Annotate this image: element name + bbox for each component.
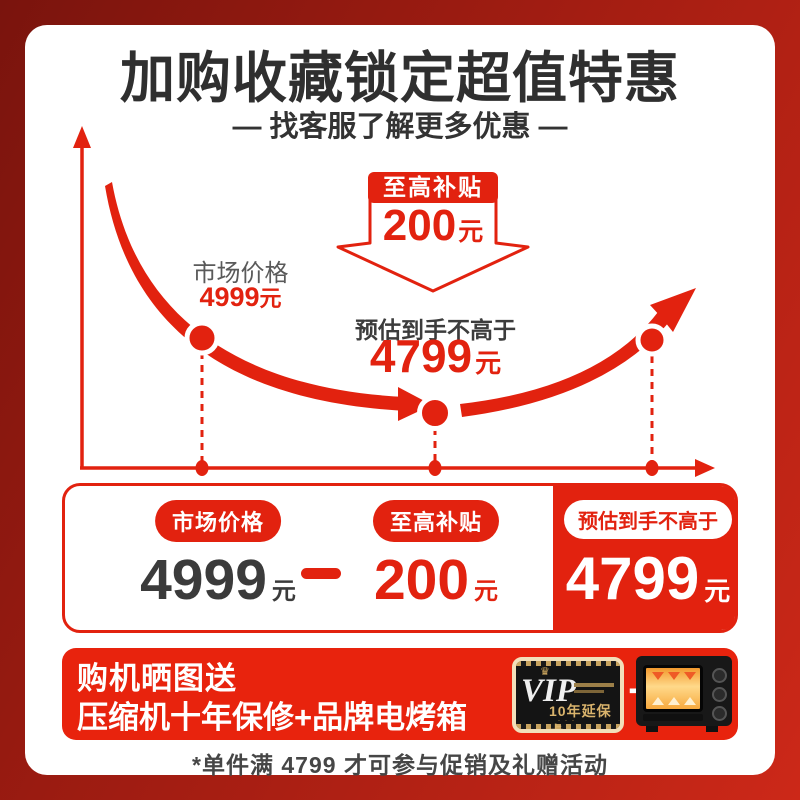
minus-operator (301, 568, 341, 579)
subsidy-pill: 至高补贴 (372, 500, 500, 542)
estimate-column: 预估到手不高于 4799 元 (564, 500, 732, 609)
market-value-unit: 元 (271, 578, 296, 605)
promo-title: 加购收藏锁定超值特惠 (119, 47, 680, 109)
estimate-unit: 元 (475, 348, 502, 378)
gift-line1: 购机晒图送 (77, 661, 237, 696)
subsidy-amount-unit: 元 (458, 218, 484, 246)
oven-knob (711, 687, 727, 702)
market-value: 4999 元 (140, 552, 296, 609)
subsidy-column: 至高补贴 200 元 (372, 500, 500, 609)
card-dots: ··· (557, 715, 579, 725)
market-price-unit: 元 (259, 286, 282, 311)
oven-image (636, 656, 732, 732)
price-summary-box: 市场价格 4999 元 至高补贴 200 元 预估到手不高于 4799 元 (62, 483, 738, 633)
market-price-number: 4999 (199, 282, 260, 312)
card-subtext-ornament (574, 683, 614, 687)
promo-note: *单件满 4799 才可参与促销及礼赠活动 (192, 752, 608, 778)
heat-arrow-icon (652, 672, 664, 680)
gift-line2: 压缩机十年保修+品牌电烤箱 (77, 700, 468, 735)
subsidy-badge-label: 至高补贴 (368, 172, 498, 203)
promo-subtitle: — 找客服了解更多优惠 — (232, 111, 568, 143)
estimate-value: 4799 元 (338, 330, 533, 382)
subsidy-amount-number: 200 (382, 201, 457, 250)
subsidy-badge-amount: 200 元 (352, 204, 514, 248)
card-border-ornament (516, 661, 620, 666)
estimate-number: 4799 (369, 330, 473, 382)
market-pill: 市场价格 (154, 500, 281, 542)
estimate-final-value: 4799 元 (564, 549, 732, 609)
subsidy-value: 200 元 (373, 552, 499, 609)
gift-banner: 购机晒图送 压缩机十年保修+品牌电烤箱 ♛ VIP 10年延保卡 ··· + (62, 648, 738, 740)
crown-icon: ♛ (540, 666, 550, 678)
oven-window (643, 665, 703, 712)
oven-foot (706, 726, 718, 732)
warranty-card-title: 10年延保卡 (549, 703, 612, 733)
estimate-final-unit: 元 (704, 576, 731, 606)
card-border-ornament (516, 724, 620, 729)
heat-arrow-icon (668, 697, 680, 705)
heat-arrow-icon (652, 697, 664, 705)
oven-logo-strip (643, 714, 703, 721)
card-subtext-ornament (574, 690, 604, 693)
subsidy-value-number: 200 (373, 548, 470, 612)
vip-warranty-card: ♛ VIP 10年延保卡 ··· (512, 657, 624, 733)
estimate-final-number: 4799 (565, 545, 700, 612)
heat-arrow-icon (668, 672, 680, 680)
market-value-number: 4999 (140, 548, 267, 612)
subsidy-value-unit: 元 (474, 578, 499, 605)
oven-knob (711, 706, 727, 721)
heat-arrow-icon (684, 697, 696, 705)
market-price-value: 4999元 (158, 281, 323, 313)
oven-knob (711, 668, 727, 683)
vip-brand: VIP (521, 673, 577, 709)
oven-foot (646, 726, 658, 732)
market-column: 市场价格 4999 元 (140, 500, 296, 609)
heat-arrow-icon (684, 672, 696, 680)
oven-control-panel (710, 664, 728, 722)
estimate-pill: 预估到手不高于 (564, 500, 732, 539)
